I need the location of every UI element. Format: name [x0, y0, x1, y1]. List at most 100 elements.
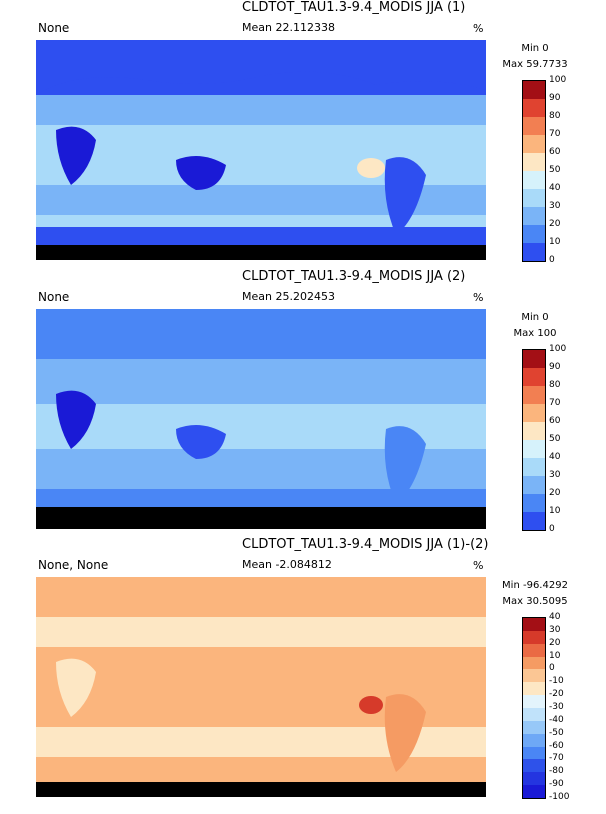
colorbar-tick-label: 20: [549, 488, 561, 498]
colorbar-tick-label: 90: [549, 93, 561, 103]
unit-label: %: [473, 22, 484, 35]
colorbar-tick-label: 100: [549, 75, 567, 85]
map-svg: [36, 309, 486, 529]
colorbar-tick-label: 10: [549, 237, 561, 247]
colorbar-tick-label: 80: [549, 380, 561, 390]
colorbar-tick-label: 100: [549, 344, 567, 354]
colorbar-tick-label: 40: [549, 612, 561, 622]
min-label: Min 0: [521, 43, 549, 54]
colorbar-tick-label: 50: [549, 165, 561, 175]
colorbar-tick-label: -100: [549, 792, 570, 802]
colorbar-tick-label: -20: [549, 689, 564, 700]
colorbar-segment: [523, 171, 545, 189]
colorbar-segment: [523, 422, 545, 440]
colorbar-segment: [523, 350, 545, 368]
colorbar-tick-label: 10: [549, 650, 561, 661]
colorbar-segment: [523, 643, 545, 657]
north-land: [36, 40, 486, 95]
colorbar-segment: [523, 117, 545, 135]
colorbar: [522, 80, 546, 262]
colorbar-segment: [523, 759, 545, 773]
colorbar-segment: [523, 476, 545, 494]
colorbar: [522, 349, 546, 531]
antarctic-mask: [36, 782, 486, 797]
mean-label: Mean -2.084812: [242, 558, 332, 571]
colorbar-segment: [523, 708, 545, 721]
map-svg: [36, 40, 486, 260]
colorbar-tick-label: -80: [549, 766, 564, 777]
colorbar-segment: [523, 772, 545, 786]
colorbar-segment: [523, 682, 545, 696]
colorbar-segment: [523, 243, 545, 261]
colorbar-segment: [523, 746, 545, 760]
colorbar-tick-label: -10: [549, 676, 564, 687]
min-label: Min 0: [521, 312, 549, 323]
colorbar-segment: [523, 440, 545, 458]
colorbar-tick-label: 30: [549, 470, 561, 480]
colorbar-tick-label: 30: [549, 201, 561, 211]
colorbar-segment: [523, 207, 545, 225]
colorbar-segment: [523, 189, 545, 207]
map-svg: [36, 577, 486, 797]
colorbar-segment: [523, 386, 545, 404]
colorbar-tick-label: 0: [549, 524, 555, 534]
max-label: Max 59.7733: [502, 59, 568, 70]
colorbar-tick-label: -90: [549, 779, 564, 790]
colorbar-segment: [523, 695, 545, 708]
colorbar-tick-label: 90: [549, 362, 561, 372]
map-plot: [36, 309, 486, 529]
colorbar-tick-label: 0: [549, 255, 555, 265]
colorbar-tick-label: 50: [549, 434, 561, 444]
colorbar-segment: [523, 733, 545, 747]
continent-b: [176, 156, 226, 190]
colorbar-segment: [523, 404, 545, 422]
colorbar-segment: [523, 630, 545, 644]
colorbar-tick-label: -50: [549, 727, 564, 738]
colorbar-segment: [523, 720, 545, 734]
left-label: None: [38, 290, 70, 304]
antarctic-mask: [36, 245, 486, 260]
colorbar-segment: [523, 618, 545, 631]
colorbar-segment: [523, 458, 545, 476]
colorbar-tick-label: -60: [549, 740, 564, 751]
colorbar-tick-label: 10: [549, 506, 561, 516]
panel-title: CLDTOT_TAU1.3-9.4_MODIS JJA (1)-(2): [242, 537, 489, 552]
mean-label: Mean 25.202453: [242, 290, 335, 303]
continent-a: [56, 658, 96, 717]
left-label: None: [38, 21, 70, 35]
colorbar-segment: [523, 81, 545, 99]
unit-label: %: [473, 291, 484, 304]
peak-region: [357, 158, 385, 178]
antarctic-mask: [36, 507, 486, 529]
colorbar-segment: [523, 656, 545, 670]
colorbar-tick-label: 70: [549, 398, 561, 408]
colorbar-segment: [523, 785, 545, 798]
panel-2: CLDTOT_TAU1.3-9.4_MODIS JJA (2) None Mea…: [0, 269, 606, 541]
colorbar-segment: [523, 99, 545, 117]
map-plot: [36, 577, 486, 797]
colorbar: [522, 617, 546, 799]
max-label: Max 30.5095: [502, 596, 568, 607]
colorbar-tick-label: 30: [549, 624, 561, 635]
continent-c: [384, 426, 426, 504]
southern-band: [36, 215, 486, 227]
colorbar-tick-label: 20: [549, 219, 561, 229]
colorbar-segment: [523, 669, 545, 683]
colorbar-tick-label: 60: [549, 147, 561, 157]
colorbar-tick-label: -30: [549, 702, 564, 712]
colorbar-segment: [523, 135, 545, 153]
diff-peak: [359, 696, 383, 714]
colorbar-tick-label: 60: [549, 416, 561, 426]
continent-a: [56, 126, 96, 185]
panel-3: CLDTOT_TAU1.3-9.4_MODIS JJA (1)-(2) None…: [0, 537, 606, 809]
continent-c: [384, 157, 426, 235]
colorbar-segment: [523, 368, 545, 386]
colorbar-tick-label: 20: [549, 637, 561, 648]
unit-label: %: [473, 559, 484, 572]
continent-c: [384, 694, 426, 772]
colorbar-segment: [523, 512, 545, 530]
mean-label: Mean 22.112338: [242, 21, 335, 34]
left-label: None, None: [38, 558, 109, 572]
colorbar-tick-label: -40: [549, 714, 564, 725]
panel-title: CLDTOT_TAU1.3-9.4_MODIS JJA (2): [242, 269, 466, 284]
